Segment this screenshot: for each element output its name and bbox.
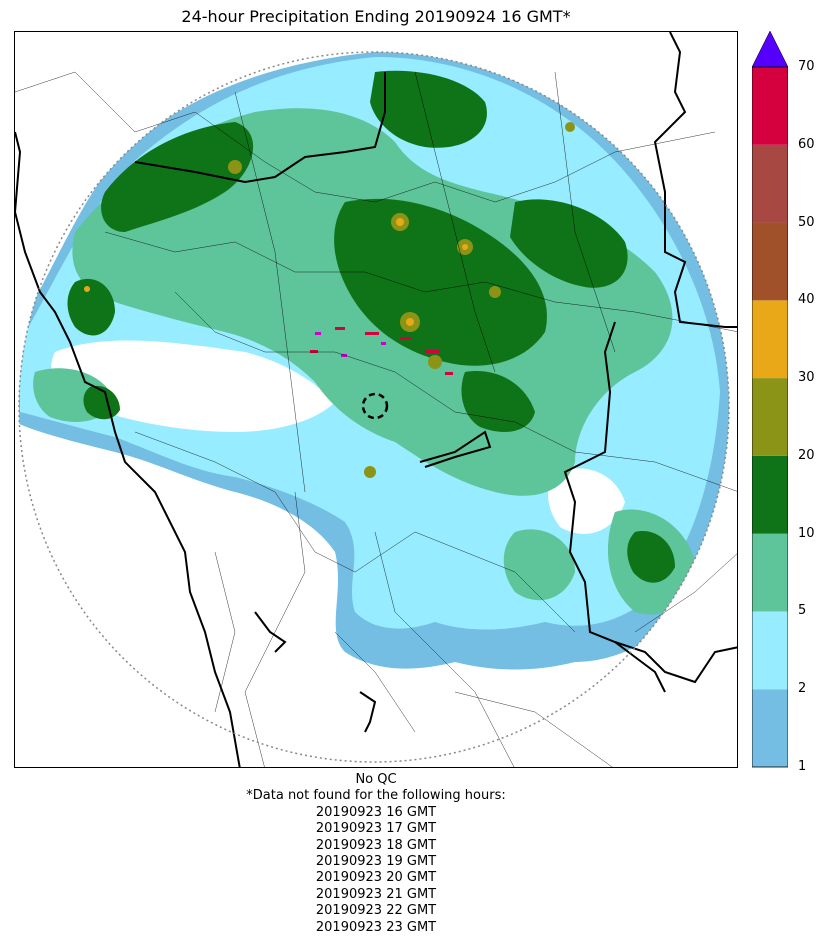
precipitation-layer <box>19 52 729 670</box>
colorbar-segment <box>752 455 788 534</box>
colorbar-segment <box>752 67 788 145</box>
precipitation-colorbar <box>752 30 788 768</box>
precip-area-30-40 <box>84 218 468 326</box>
precip-area-10-20 <box>101 122 254 232</box>
admin-boundaries <box>15 71 737 767</box>
colorbar-segment <box>752 611 788 690</box>
colorbar-tick-label: 40 <box>798 292 815 308</box>
precip-area-60-70 <box>310 327 453 375</box>
missing-hour: 20190923 18 GMT <box>315 837 437 853</box>
missing-hour: 20190923 16 GMT <box>315 804 437 820</box>
colorbar-tick-label: 20 <box>798 447 815 463</box>
colorbar-tick-label: 70 <box>798 59 815 74</box>
colorbar-segment <box>752 144 788 223</box>
qc-label: No QC <box>355 772 397 787</box>
missing-hour: 20190923 23 GMT <box>315 919 437 935</box>
colorbar-segment <box>752 300 788 379</box>
colorbar-segment <box>752 689 788 767</box>
colorbar-tick-label: 60 <box>798 136 815 152</box>
state-borders <box>15 32 737 767</box>
precip-area-above-70 <box>315 332 386 357</box>
missing-hour: 20190923 21 GMT <box>315 886 437 902</box>
radar-range-ring <box>18 51 730 763</box>
colorbar-segment <box>752 378 788 456</box>
colorbar-extend-arrow <box>752 30 788 68</box>
colorbar-tick-label: 2 <box>798 681 807 697</box>
colorbar-tick-label: 30 <box>798 370 815 386</box>
colorbar-tick-label: 10 <box>798 525 815 541</box>
missing-hour: 20190923 22 GMT <box>315 903 437 919</box>
radar-site-marker <box>361 392 389 420</box>
missing-data-note: *Data not found for the following hours: <box>246 788 506 804</box>
chart-title: 24-hour Precipitation Ending 20190924 16… <box>181 7 571 26</box>
map-canvas <box>15 32 737 767</box>
missing-hour: 20190923 17 GMT <box>315 821 437 837</box>
colorbar-segments <box>752 67 788 767</box>
colorbar-segment <box>752 222 788 301</box>
precipitation-map <box>14 31 738 768</box>
colorbar-tick-label: 50 <box>798 214 815 230</box>
colorbar-tick-label: 1 <box>798 759 807 774</box>
footer-notes: No QC *Data not found for the following … <box>0 772 752 936</box>
colorbar-tick-label: 5 <box>798 603 807 619</box>
colorbar-segment <box>752 533 788 612</box>
missing-hour: 20190923 19 GMT <box>315 854 437 870</box>
missing-hour: 20190923 20 GMT <box>315 870 437 886</box>
